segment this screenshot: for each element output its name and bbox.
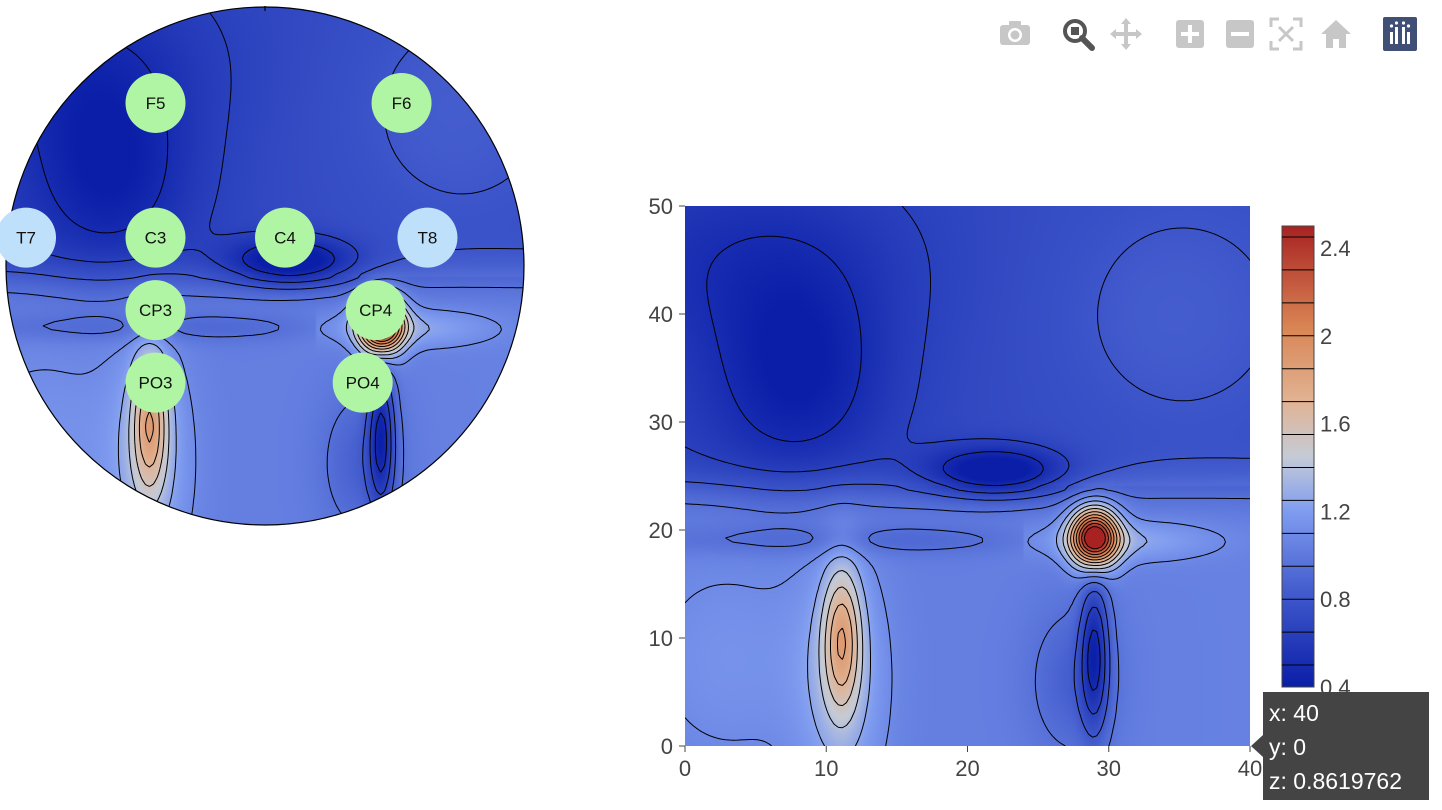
- electrode-dot: [125, 72, 186, 133]
- home-icon: [1321, 20, 1351, 48]
- colorbar-tick-label: 1.6: [1320, 412, 1351, 437]
- x-axis: 0 10 20 30 40: [679, 746, 1262, 781]
- electrode-dot: [332, 352, 393, 413]
- y-tick-label: 50: [649, 194, 673, 219]
- electrode-label: CP3: [139, 301, 172, 320]
- camera-button[interactable]: [997, 14, 1033, 54]
- electrode-f6[interactable]: F6: [371, 72, 432, 133]
- electrode-markers: F5 F6 T7 C3 C4 T8 CP3 CP4 PO3 PO4: [0, 72, 458, 413]
- x-tick-label: 40: [1238, 756, 1262, 781]
- pan-icon: [1110, 18, 1142, 50]
- x-tick-label: 20: [955, 756, 979, 781]
- contour-line: [685, 206, 1250, 746]
- electrode-t7[interactable]: T7: [0, 207, 56, 268]
- zoom-in-icon: [1176, 20, 1204, 48]
- zoom-out-button[interactable]: [1222, 14, 1258, 54]
- tooltip-arrow: [1251, 735, 1263, 757]
- electrode-dot: [125, 280, 186, 341]
- colorbar-tick-label: 1.2: [1320, 499, 1351, 524]
- y-tick-label: 0: [661, 734, 673, 759]
- electrode-cp4[interactable]: CP4: [345, 280, 406, 341]
- colorbar: 0.40.81.21.622.4: [1281, 225, 1351, 700]
- zoom-icon: [1063, 19, 1095, 51]
- autoscale-button[interactable]: [1268, 14, 1304, 54]
- y-tick-label: 30: [649, 410, 673, 435]
- electrode-label: PO3: [138, 374, 172, 393]
- autoscale-icon: [1269, 17, 1303, 51]
- electrode-t8[interactable]: T8: [397, 207, 458, 268]
- colorbar-tick-label: 0.8: [1320, 587, 1351, 612]
- tooltip-y: y: 0: [1269, 734, 1307, 760]
- zoom-in-button[interactable]: [1172, 14, 1208, 54]
- electrode-label: T8: [418, 229, 438, 248]
- hover-tooltip: x: 40 y: 0 z: 0.8619762: [1263, 692, 1429, 800]
- y-tick-label: 20: [649, 518, 673, 543]
- electrode-label: PO4: [346, 374, 380, 393]
- electrode-cp3[interactable]: CP3: [125, 280, 186, 341]
- electrode-label: C4: [274, 229, 296, 248]
- x-tick-label: 30: [1097, 756, 1121, 781]
- electrode-dot: [125, 352, 186, 413]
- y-tick-label: 10: [649, 626, 673, 651]
- y-axis: 0 10 20 30 40 50: [649, 194, 685, 759]
- colorbar-tick-label: 2: [1320, 324, 1332, 349]
- electrode-dot: [371, 72, 432, 133]
- zoom-button[interactable]: [1060, 14, 1096, 54]
- electrode-dot: [125, 207, 186, 268]
- tooltip-x: x: 40: [1269, 700, 1319, 726]
- electrode-dot: [345, 280, 406, 341]
- colorbar-tick-label: 2.4: [1320, 236, 1351, 261]
- plotly-logo-icon: [1383, 17, 1417, 51]
- electrode-po3[interactable]: PO3: [125, 352, 186, 413]
- heatmap-contour-lines: [685, 206, 1250, 746]
- pan-button[interactable]: [1108, 14, 1144, 54]
- x-tick-label: 10: [814, 756, 838, 781]
- heatmap-image: [685, 206, 1250, 746]
- contour-heatmap[interactable]: 0 10 20 30 40 0 10 20 30 40 50: [649, 194, 1263, 781]
- electrode-label: F6: [392, 94, 412, 113]
- y-tick-label: 40: [649, 302, 673, 327]
- electrode-f5[interactable]: F5: [125, 72, 186, 133]
- electrode-dot: [0, 207, 56, 268]
- zoom-out-icon: [1226, 20, 1254, 48]
- home-button[interactable]: [1318, 14, 1354, 54]
- plotly-logo-button[interactable]: [1382, 14, 1418, 54]
- topomap-heatmap-image: [6, 7, 524, 525]
- electrode-label: F5: [146, 94, 166, 113]
- electrode-label: C3: [145, 229, 167, 248]
- colorbar-gradient: [1281, 225, 1315, 688]
- electrode-dot: [255, 207, 315, 268]
- electrode-label: T7: [16, 229, 36, 248]
- camera-icon: [1000, 21, 1030, 45]
- electrode-label: CP4: [359, 301, 392, 320]
- colorbar-ticks: 0.40.81.21.622.4: [1320, 236, 1351, 700]
- electrode-c4[interactable]: C4: [255, 207, 315, 268]
- topomap[interactable]: F5 F6 T7 C3 C4 T8 CP3 CP4 PO3 PO4: [0, 6, 525, 526]
- x-tick-label: 0: [679, 756, 691, 781]
- electrode-po4[interactable]: PO4: [332, 352, 393, 413]
- electrode-dot: [397, 207, 458, 268]
- tooltip-z: z: 0.8619762: [1269, 768, 1403, 794]
- colorbar-level-lines: [1282, 236, 1314, 666]
- electrode-c3[interactable]: C3: [125, 207, 186, 268]
